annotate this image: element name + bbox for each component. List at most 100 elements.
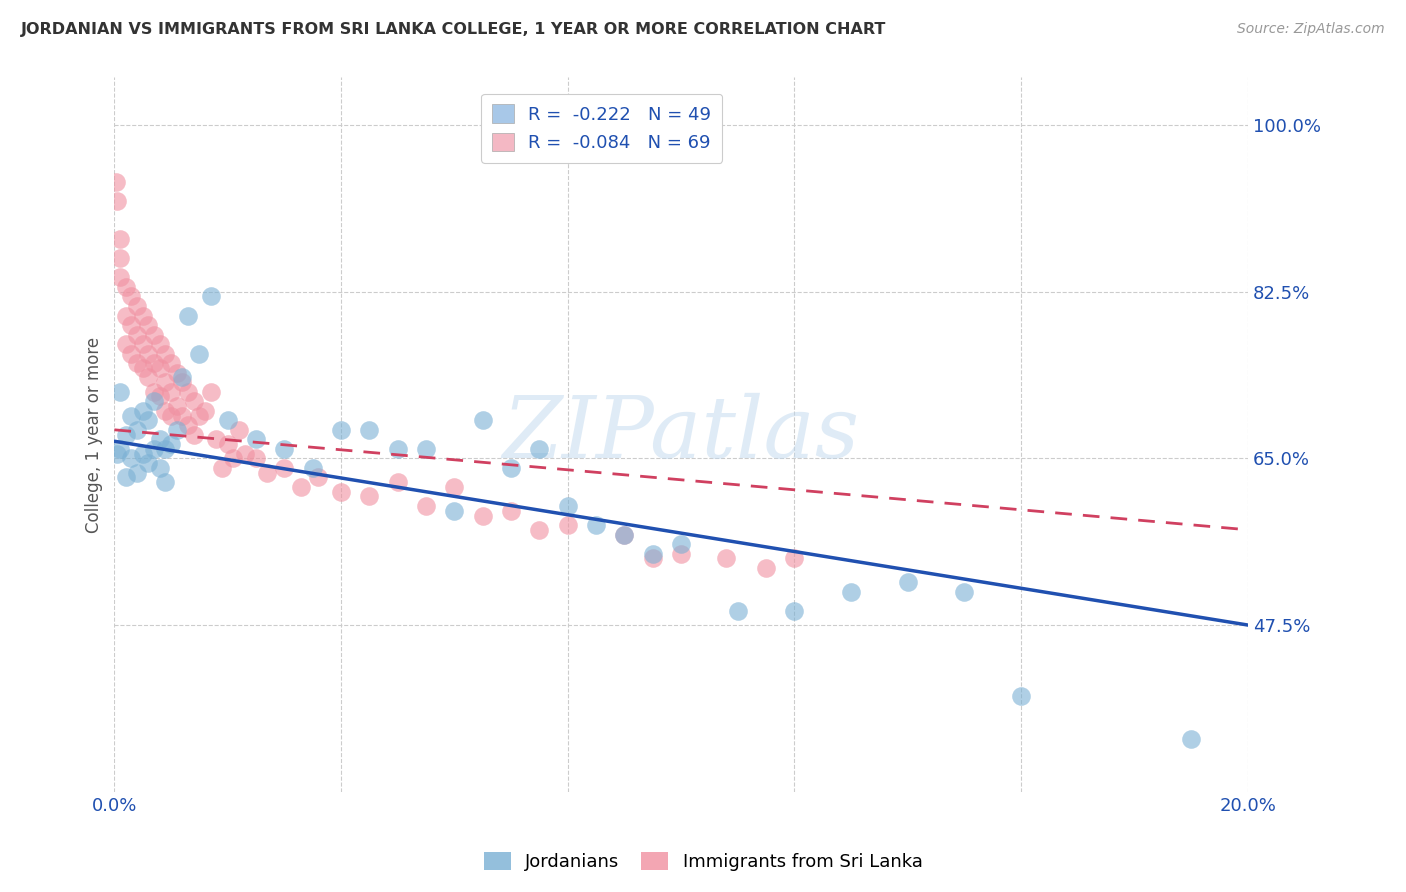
Point (245, 451, 267, 466)
Point (155, 403, 177, 417)
Point (160, 409, 183, 423)
Point (557, 518, 579, 533)
Point (105, 175, 128, 189)
Point (120, 289, 142, 303)
Point (108, 252, 131, 266)
Point (138, 318, 160, 332)
Point (716, 551, 738, 566)
Point (613, 527, 636, 541)
Point (143, 327, 166, 342)
Point (132, 403, 155, 417)
Point (138, 370, 160, 384)
Point (177, 309, 200, 323)
Point (149, 360, 172, 375)
Point (217, 437, 239, 451)
Point (114, 427, 136, 442)
Point (1180, 732, 1202, 747)
Point (166, 366, 188, 380)
Point (245, 433, 267, 447)
Point (108, 270, 131, 285)
Point (149, 337, 172, 351)
Point (120, 318, 142, 332)
Point (641, 551, 664, 566)
Point (114, 280, 136, 294)
Point (143, 442, 166, 456)
Point (125, 466, 148, 480)
Point (108, 442, 131, 456)
Point (415, 442, 437, 456)
Point (501, 504, 523, 518)
Point (166, 399, 188, 413)
Point (149, 433, 172, 447)
Point (471, 413, 494, 427)
Point (108, 384, 131, 399)
Point (114, 337, 136, 351)
Point (755, 561, 778, 575)
Point (114, 470, 136, 484)
Point (172, 375, 194, 389)
Point (155, 375, 177, 389)
Legend: R =  -0.222   N = 49, R =  -0.084   N = 69: R = -0.222 N = 49, R = -0.084 N = 69 (481, 94, 723, 163)
Point (501, 461, 523, 475)
Text: Source: ZipAtlas.com: Source: ZipAtlas.com (1237, 22, 1385, 37)
Point (897, 575, 920, 590)
Point (839, 584, 862, 599)
Point (290, 480, 312, 494)
Point (301, 461, 323, 475)
Point (1010, 690, 1032, 704)
Point (132, 360, 155, 375)
Point (155, 442, 177, 456)
Point (669, 547, 692, 561)
Point (783, 604, 806, 618)
Point (160, 356, 183, 370)
Point (108, 232, 131, 246)
Point (177, 418, 200, 433)
Point (183, 427, 205, 442)
Legend: Jordanians, Immigrants from Sri Lanka: Jordanians, Immigrants from Sri Lanka (477, 845, 929, 879)
Point (114, 309, 136, 323)
Point (172, 370, 194, 384)
Point (138, 456, 160, 470)
Point (359, 423, 381, 437)
Point (529, 523, 551, 537)
Point (415, 499, 437, 513)
Point (138, 346, 160, 360)
Point (953, 584, 976, 599)
Point (188, 409, 211, 423)
Point (105, 447, 128, 461)
Point (125, 327, 148, 342)
Point (183, 394, 205, 409)
Point (211, 461, 233, 475)
Point (120, 346, 142, 360)
Point (233, 447, 256, 461)
Point (143, 384, 166, 399)
Point (177, 384, 200, 399)
Y-axis label: College, 1 year or more: College, 1 year or more (86, 336, 103, 533)
Point (200, 289, 222, 303)
Point (387, 475, 409, 490)
Point (155, 475, 177, 490)
Point (727, 604, 749, 618)
Point (783, 551, 806, 566)
Point (529, 442, 551, 456)
Point (125, 356, 148, 370)
Point (155, 346, 177, 360)
Point (273, 461, 295, 475)
Point (125, 423, 148, 437)
Point (217, 413, 239, 427)
Point (256, 466, 278, 480)
Point (132, 447, 155, 461)
Point (228, 423, 250, 437)
Point (125, 299, 148, 313)
Point (120, 409, 142, 423)
Point (330, 423, 353, 437)
Point (669, 537, 692, 551)
Point (149, 461, 172, 475)
Point (330, 484, 353, 499)
Point (205, 433, 228, 447)
Point (307, 470, 329, 484)
Point (443, 480, 465, 494)
Point (143, 394, 166, 409)
Point (172, 409, 194, 423)
Point (585, 518, 607, 533)
